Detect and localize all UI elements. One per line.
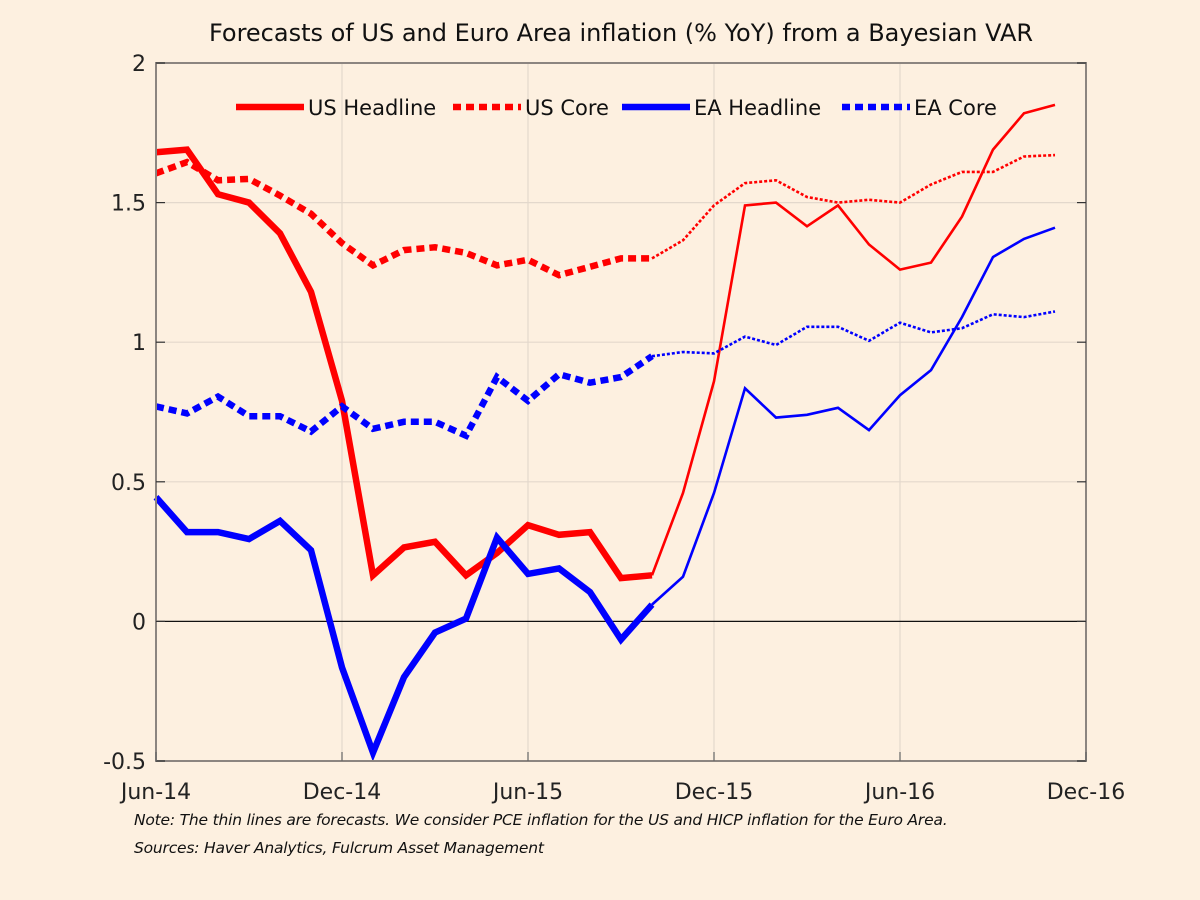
y-tick-label: 2 — [132, 52, 146, 77]
series-us-headline-forecast — [650, 103, 1056, 576]
x-tick-label: Jun-16 — [863, 780, 935, 805]
series-us-core-forecast — [651, 153, 1056, 260]
legend: US Headline US Core EA Headline EA Core — [236, 96, 997, 120]
series-us-headline-actual — [155, 146, 653, 582]
y-tick-labels: -0.5 0 0.5 1 1.5 2 — [103, 52, 146, 775]
x-tick-label: Dec-15 — [675, 780, 754, 805]
chart-title: Forecasts of US and Euro Area inflation … — [209, 19, 1033, 47]
x-tick-label: Dec-14 — [303, 780, 382, 805]
series-group — [153, 103, 1056, 762]
y-tick-label: 1.5 — [111, 192, 146, 217]
axes — [155, 62, 1087, 762]
legend-label-us-core: US Core — [525, 96, 609, 120]
series-ea-core-actual — [155, 353, 654, 440]
x-tick-label: Jun-14 — [119, 780, 191, 805]
y-tick-label: 0 — [132, 610, 146, 635]
legend-label-ea-core: EA Core — [914, 96, 997, 120]
plot-frame — [155, 62, 1087, 762]
note-text: Note: The thin lines are forecasts. We c… — [134, 811, 948, 829]
y-tick-label: 1 — [132, 331, 146, 356]
series-us-core-actual — [154, 158, 652, 279]
sources-text: Sources: Haver Analytics, Fulcrum Asset … — [134, 839, 544, 857]
x-tick-label: Dec-16 — [1047, 780, 1126, 805]
legend-label-us-headline: US Headline — [308, 96, 436, 120]
y-tick-label: -0.5 — [103, 750, 146, 775]
series-ea-headline-forecast — [651, 226, 1056, 606]
series-ea-headline-actual — [153, 495, 655, 762]
x-tick-label: Jun-15 — [491, 780, 563, 805]
legend-label-ea-headline: EA Headline — [694, 96, 821, 120]
series-ea-core-forecast — [651, 310, 1056, 358]
y-tick-label: 0.5 — [111, 471, 146, 496]
grid — [156, 63, 1086, 761]
x-tick-labels: Jun-14 Dec-14 Jun-15 Dec-15 Jun-16 Dec-16 — [119, 780, 1125, 805]
